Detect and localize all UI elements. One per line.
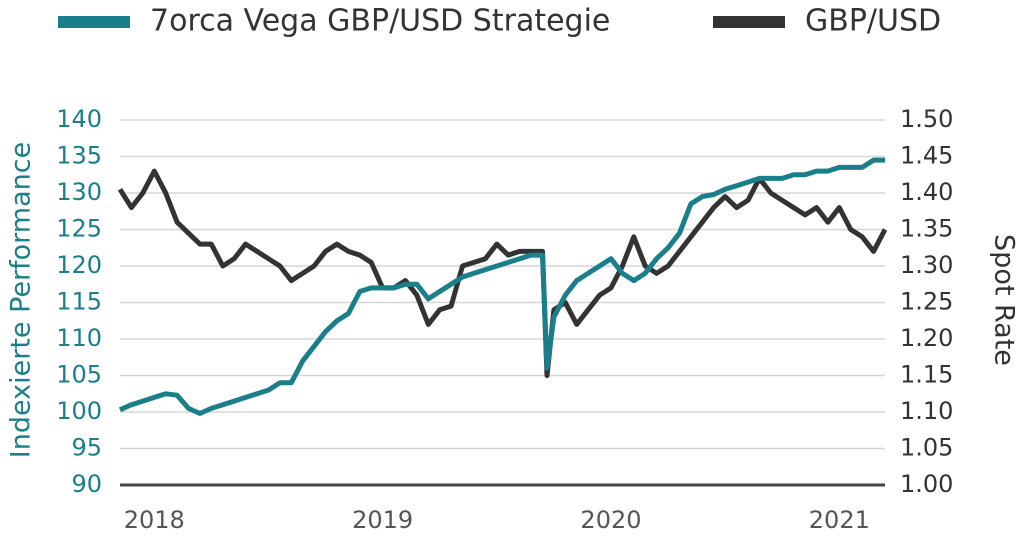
y-tick-label: 95 xyxy=(71,434,102,462)
y2-tick-label: 1.00 xyxy=(900,470,953,498)
x-tick-label: 2020 xyxy=(580,506,641,534)
y-axis-title: Indexierte Performance xyxy=(6,142,37,458)
legend-label: 7orca Vega GBP/USD Strategie xyxy=(150,4,610,39)
y2-tick-label: 1.05 xyxy=(900,434,953,462)
y-tick-label: 105 xyxy=(56,361,102,389)
y2-tick-label: 1.45 xyxy=(900,142,953,170)
y2-axis-title: Spot Rate xyxy=(989,234,1020,366)
y2-tick-label: 1.10 xyxy=(900,397,953,425)
series-line xyxy=(118,157,885,416)
y-tick-label: 115 xyxy=(56,288,102,316)
series-line xyxy=(117,168,888,378)
y2-tick-label: 1.30 xyxy=(900,251,953,279)
x-tick-label: 2021 xyxy=(809,506,870,534)
y2-tick-label: 1.50 xyxy=(900,105,953,133)
y2-tick-label: 1.35 xyxy=(900,215,953,243)
y-tick-label: 135 xyxy=(56,142,102,170)
y-tick-label: 140 xyxy=(56,105,102,133)
y-tick-label: 130 xyxy=(56,178,102,206)
y-tick-label: 120 xyxy=(56,251,102,279)
y2-tick-label: 1.40 xyxy=(900,178,953,206)
y-tick-label: 90 xyxy=(71,470,102,498)
y2-tick-label: 1.20 xyxy=(900,324,953,352)
y2-tick-label: 1.25 xyxy=(900,288,953,316)
legend-label: GBP/USD xyxy=(805,4,941,39)
x-tick-label: 2018 xyxy=(124,506,185,534)
y-tick-label: 110 xyxy=(56,324,102,352)
y-tick-label: 125 xyxy=(56,215,102,243)
x-tick-label: 2019 xyxy=(352,506,413,534)
y2-tick-label: 1.15 xyxy=(900,361,953,389)
y-tick-label: 100 xyxy=(56,397,102,425)
